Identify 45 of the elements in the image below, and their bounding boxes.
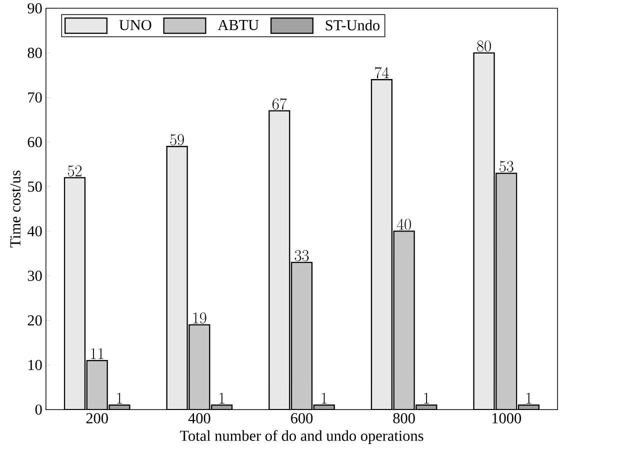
legend-label: ST-Undo: [326, 20, 380, 31]
y-tick-label: 80: [28, 48, 42, 58]
y-axis-title: Time cost/us: [10, 170, 20, 248]
y-tick-label: 0: [35, 404, 42, 415]
data-label: 1: [219, 393, 224, 404]
y-tick-label: 50: [28, 182, 42, 192]
data-label: 74: [374, 67, 389, 79]
data-label: 1: [117, 393, 122, 404]
data-label: 53: [500, 161, 514, 172]
data-label: 1: [424, 393, 429, 404]
bar: [166, 146, 188, 410]
bar: [188, 324, 210, 410]
data-label: 59: [170, 134, 184, 146]
data-label: 1: [322, 393, 327, 404]
bar: [268, 110, 290, 410]
data-label: 52: [68, 166, 82, 177]
x-axis-title: Total number of do and undo operations: [180, 430, 424, 444]
y-tick-label: 30: [28, 270, 42, 282]
y-tick-label: 70: [28, 92, 42, 103]
legend-label: UNO: [119, 20, 152, 30]
y-tick-label: 40: [27, 226, 42, 237]
bar: [496, 172, 518, 410]
x-tick-label: 200: [86, 413, 108, 424]
x-tick-label: 800: [393, 413, 415, 424]
y-tick-label: 20: [28, 316, 42, 326]
x-tick-label: 1000: [492, 413, 522, 424]
bar: [64, 177, 86, 410]
y-tick-label: 10: [28, 360, 42, 370]
y-tick-label: 60: [28, 137, 42, 148]
bar: [473, 52, 495, 410]
x-tick-label: 600: [290, 413, 313, 424]
data-label: 80: [477, 40, 491, 52]
x-tick-label: 400: [188, 413, 210, 424]
y-tick-label: 90: [28, 3, 42, 14]
legend-label: ABTU: [218, 20, 259, 30]
data-label: 33: [294, 250, 309, 262]
bar: [86, 360, 108, 410]
data-label: 1: [526, 393, 532, 404]
data-label: 19: [193, 312, 206, 324]
data-label: 11: [91, 348, 104, 360]
data-label: 40: [396, 218, 411, 230]
bar: [290, 262, 313, 410]
bar: [393, 230, 415, 410]
data-label: 67: [272, 98, 287, 110]
bar: [370, 79, 392, 410]
